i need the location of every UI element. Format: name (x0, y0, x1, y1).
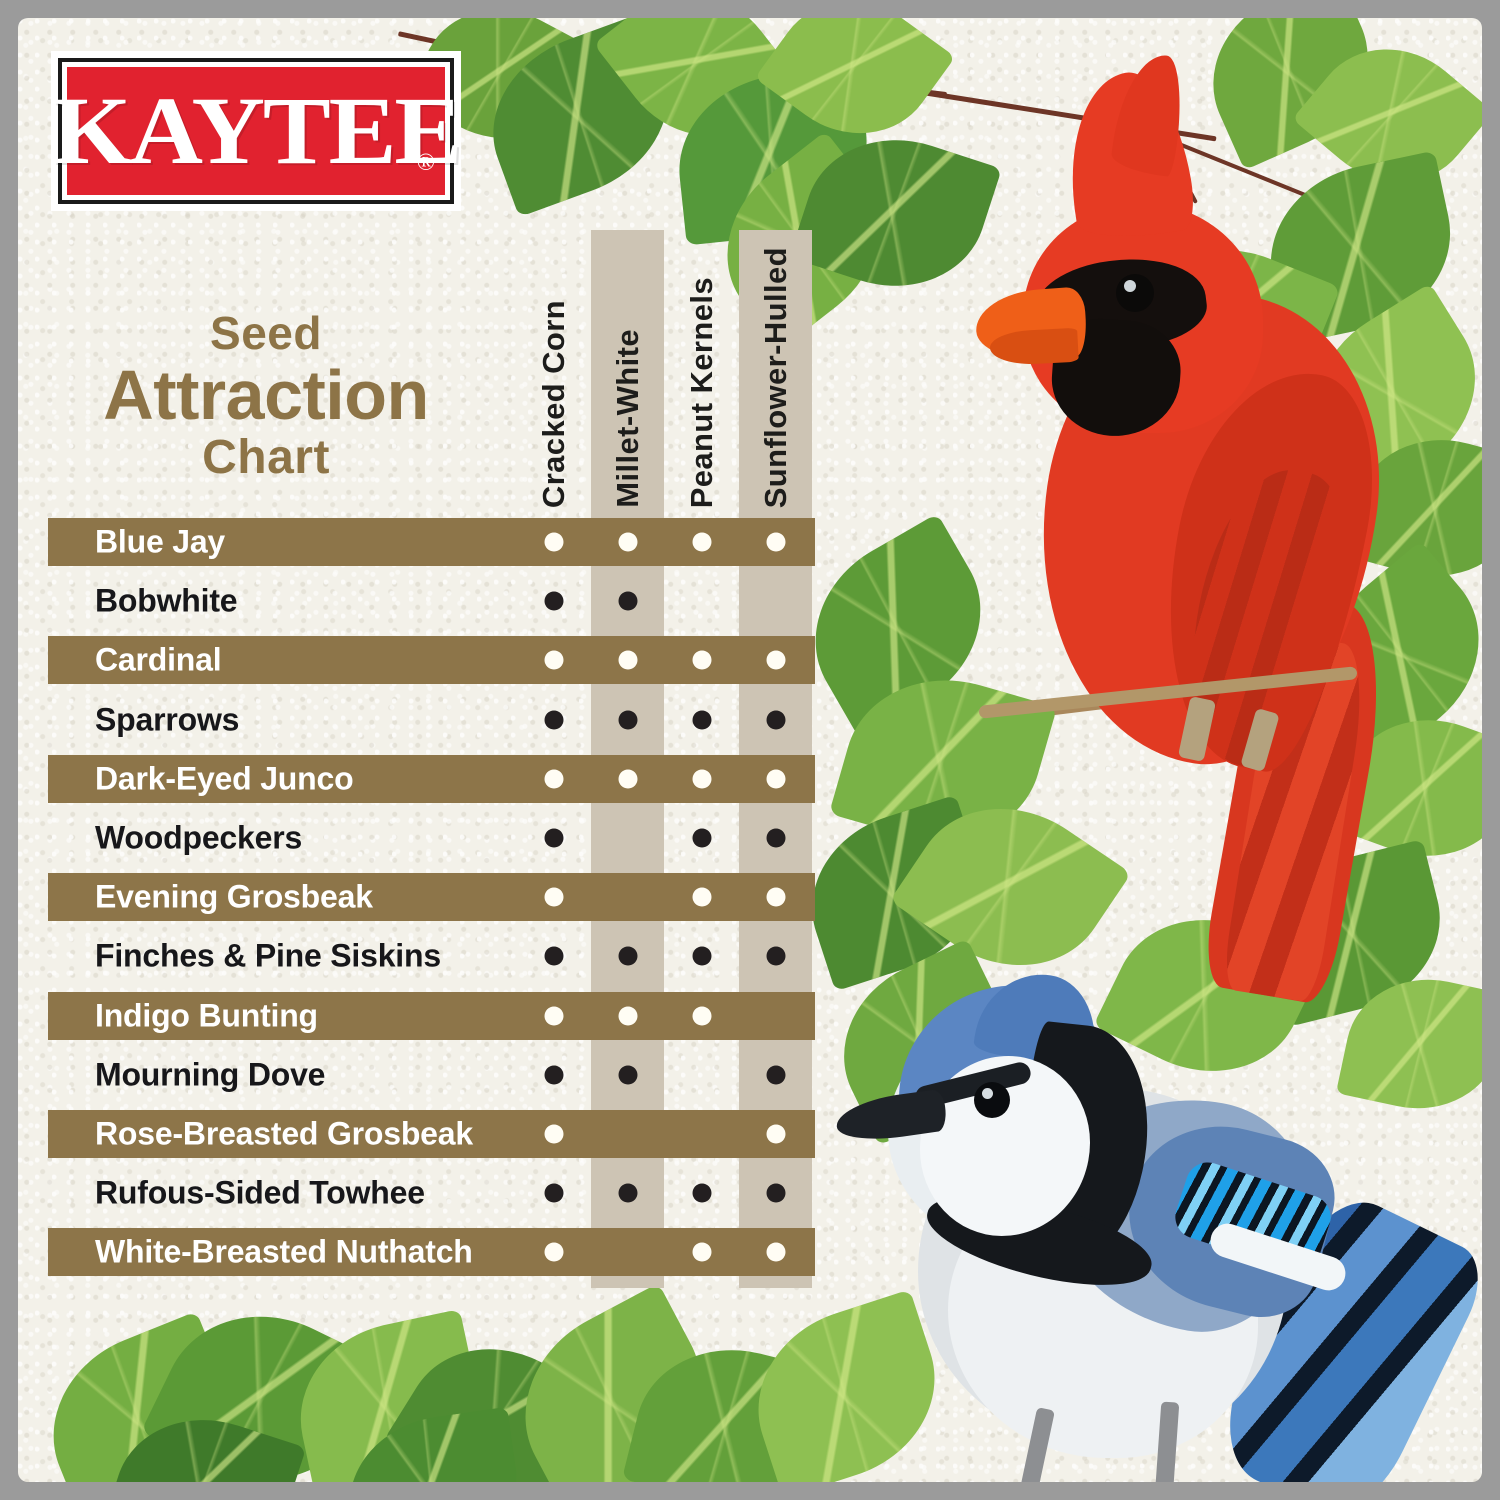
table-row[interactable]: Rufous-Sided Towhee (48, 1169, 815, 1217)
attraction-dot (544, 650, 563, 670)
title-line-chart: Chart (202, 431, 330, 485)
attraction-dot (766, 710, 785, 730)
bird-name-label: Evening Grosbeak (95, 878, 373, 915)
attraction-dot (766, 1242, 785, 1262)
attraction-dot (692, 650, 711, 670)
attraction-dot (766, 650, 785, 670)
attraction-dot (544, 1124, 563, 1144)
column-header-millet-white[interactable]: Millet-White (591, 223, 664, 508)
attraction-dot (544, 1065, 563, 1085)
attraction-dot (544, 887, 563, 907)
column-header-cracked-corn[interactable]: Cracked Corn (517, 223, 590, 508)
page-title: Seed Attraction Chart (66, 310, 466, 482)
seed-attraction-chart: Cracked Corn Millet-White Peanut Kernels Su… (18, 18, 1482, 1482)
attraction-dot (618, 650, 637, 670)
attraction-dot (618, 710, 637, 730)
table-row[interactable]: Cardinal (48, 636, 815, 685)
attraction-dot (544, 769, 563, 789)
bird-name-label: Cardinal (95, 641, 222, 678)
attraction-dot (544, 532, 563, 552)
kaytee-logo: KAYTEE ® (51, 51, 462, 211)
logo-red-plate: KAYTEE ® (52, 67, 462, 195)
table-row[interactable]: Dark-Eyed Junco (48, 754, 815, 803)
bird-name-label: Indigo Bunting (95, 997, 318, 1034)
bird-name-label: Blue Jay (95, 523, 226, 560)
column-header-label: Cracked Corn (535, 299, 571, 508)
title-line-attraction: Attraction (103, 356, 429, 434)
bird-name-label: Finches & Pine Siskins (95, 937, 441, 974)
table-row[interactable]: Evening Grosbeak (48, 873, 815, 922)
column-header-label: Millet-White (609, 329, 645, 508)
attraction-dot (766, 887, 785, 907)
title-line-seed: Seed (210, 307, 322, 359)
attraction-dot (544, 1006, 563, 1026)
table-row[interactable]: Rose-Breasted Grosbeak (48, 1110, 815, 1158)
attraction-dot (766, 1183, 785, 1203)
bird-name-label: Mourning Dove (95, 1056, 326, 1093)
attraction-dot (618, 769, 637, 789)
table-row[interactable]: White-Breasted Nuthatch (48, 1228, 815, 1277)
bird-name-label: Dark-Eyed Junco (95, 760, 354, 797)
table-row[interactable]: Finches & Pine Siskins (48, 932, 815, 980)
bird-name-label: Rufous-Sided Towhee (95, 1174, 425, 1211)
column-header-sunflower-hulled[interactable]: Sunflower-Hulled (739, 223, 812, 508)
attraction-dot (692, 828, 711, 848)
product-card: KAYTEE ® Seed Attraction Chart Cracked C… (18, 18, 1482, 1482)
attraction-dot (766, 828, 785, 848)
registered-trademark-icon: ® (416, 150, 435, 176)
attraction-dot (618, 591, 637, 611)
attraction-dot (618, 946, 637, 966)
attraction-dot (692, 887, 711, 907)
attraction-dot (766, 532, 785, 552)
column-header-label: Peanut Kernels (683, 276, 719, 508)
table-row[interactable]: Woodpeckers (48, 814, 815, 862)
attraction-dot (544, 1242, 563, 1262)
column-header-label: Sunflower-Hulled (757, 246, 793, 508)
attraction-dot (692, 1242, 711, 1262)
bird-name-label: Sparrows (95, 701, 240, 738)
attraction-dot (766, 769, 785, 789)
attraction-dot (544, 1183, 563, 1203)
column-header-peanut-kernels[interactable]: Peanut Kernels (665, 223, 738, 508)
attraction-dot (692, 769, 711, 789)
attraction-dot (618, 1006, 637, 1026)
bird-name-label: Bobwhite (95, 582, 238, 619)
logo-border: KAYTEE ® (52, 58, 462, 204)
attraction-dot (692, 1183, 711, 1203)
attraction-dot (544, 591, 563, 611)
table-row[interactable]: Bobwhite (48, 577, 815, 625)
attraction-dot (618, 1065, 637, 1085)
attraction-dot (618, 1183, 637, 1203)
table-row[interactable]: Mourning Dove (48, 1051, 815, 1099)
bird-name-label: White-Breasted Nuthatch (95, 1233, 473, 1270)
bird-name-label: Woodpeckers (95, 819, 303, 856)
attraction-dot (692, 710, 711, 730)
table-row[interactable]: Indigo Bunting (48, 991, 815, 1040)
attraction-dot (544, 710, 563, 730)
attraction-dot (766, 1124, 785, 1144)
attraction-dot (544, 828, 563, 848)
attraction-dot (544, 946, 563, 966)
attraction-dot (618, 532, 637, 552)
table-row[interactable]: Sparrows (48, 696, 815, 744)
bird-name-label: Rose-Breasted Grosbeak (95, 1115, 473, 1152)
attraction-dot (692, 532, 711, 552)
brand-name: KAYTEE (52, 77, 462, 184)
table-row[interactable]: Blue Jay (48, 518, 815, 566)
attraction-dot (766, 946, 785, 966)
attraction-dot (766, 1065, 785, 1085)
attraction-dot (692, 946, 711, 966)
attraction-dot (692, 1006, 711, 1026)
